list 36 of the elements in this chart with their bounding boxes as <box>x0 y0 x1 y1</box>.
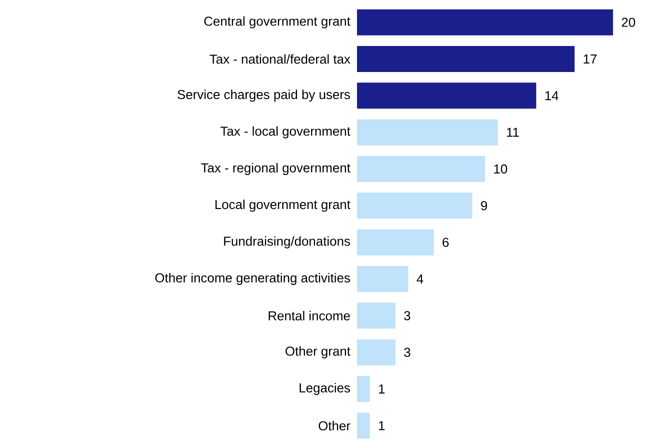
y-tick-label: Other income generating activities <box>155 272 350 286</box>
data-label: 14 <box>545 91 558 100</box>
data-label: 1 <box>378 384 385 394</box>
data-label: 1 <box>378 421 385 430</box>
y-tick-label: Tax - local government <box>220 126 350 138</box>
bar <box>357 412 370 439</box>
data-label: 11 <box>506 128 519 137</box>
data-label: 17 <box>584 54 597 64</box>
data-label: 6 <box>442 238 449 247</box>
y-tick-label: Central government grant <box>204 16 350 28</box>
bar <box>357 266 408 292</box>
y-tick-label: Service charges paid by users <box>178 90 350 102</box>
data-label: 20 <box>622 18 636 27</box>
data-label: 3 <box>404 348 410 357</box>
y-tick-label: Rental income <box>268 310 350 320</box>
y-tick-label: Local government grant <box>215 200 350 212</box>
bar <box>357 9 614 36</box>
bar <box>357 46 575 72</box>
y-tick-label: Legacies <box>300 382 350 396</box>
data-label: 10 <box>494 164 508 174</box>
bar <box>357 192 472 219</box>
bar <box>357 82 536 109</box>
bar <box>357 302 396 329</box>
y-tick-label: Tax - regional government <box>201 162 350 176</box>
bar <box>357 229 434 256</box>
y-tick-label: Tax - national/federal tax <box>210 54 350 64</box>
data-label: 4 <box>416 274 424 284</box>
y-tick-label: Other grant <box>286 346 350 358</box>
bar <box>357 339 396 366</box>
data-label: 3 <box>404 311 410 320</box>
bar <box>357 376 370 402</box>
bar <box>357 119 498 146</box>
y-tick-label: Other <box>318 420 350 430</box>
data-label: 9 <box>481 201 487 210</box>
bar <box>357 156 486 182</box>
y-tick-label: Fundraising/donations <box>224 236 350 248</box>
